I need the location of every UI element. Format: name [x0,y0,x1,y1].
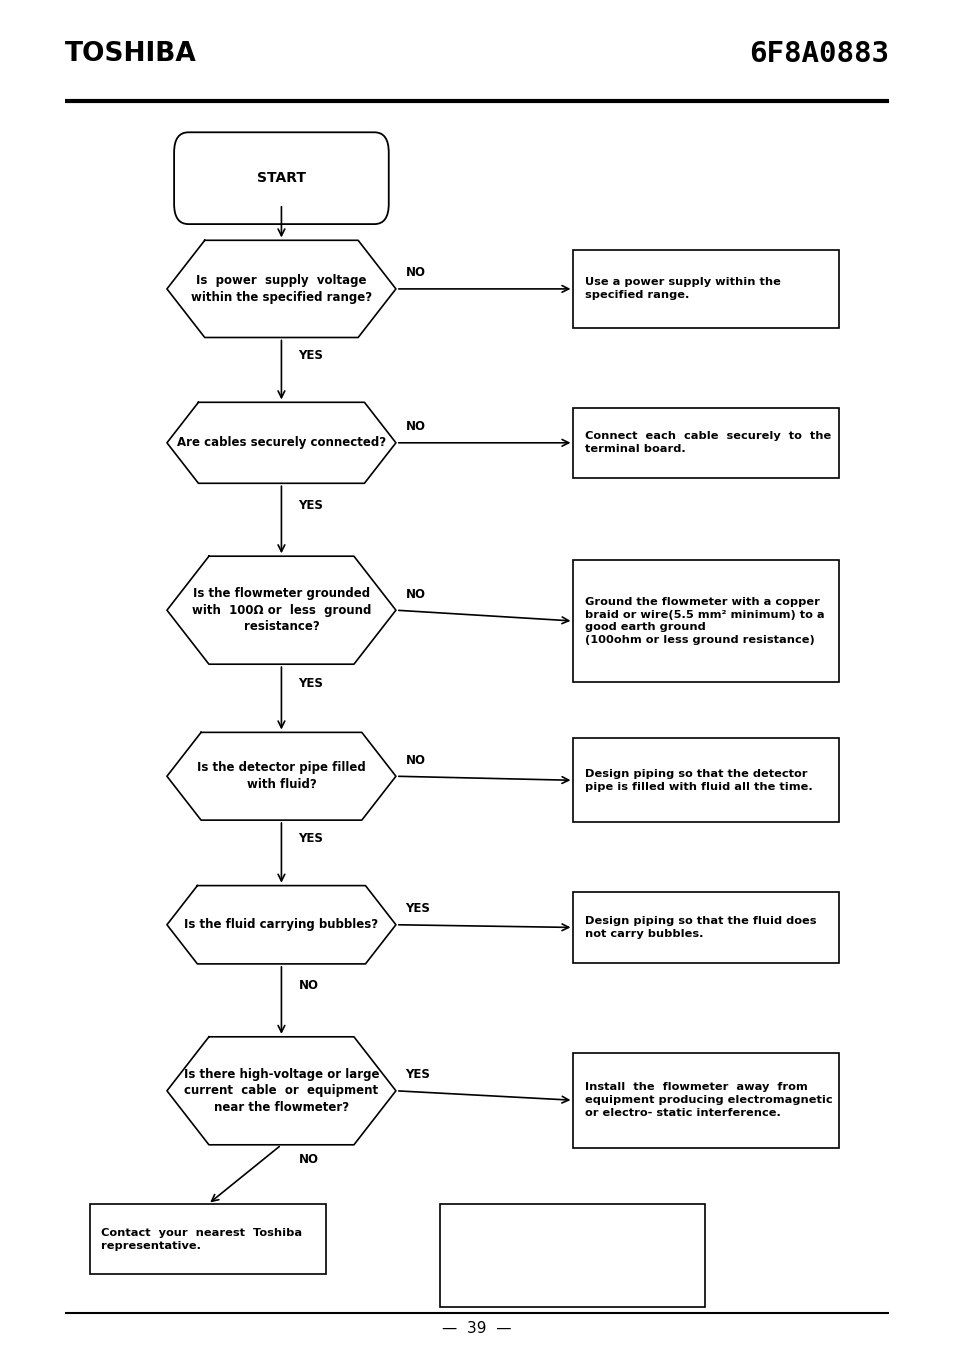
Text: Ground the flowmeter with a copper
braid or wire(5.5 mm² minimum) to a
good eart: Ground the flowmeter with a copper braid… [584,597,823,645]
Polygon shape [167,1037,395,1145]
Text: YES: YES [298,678,323,690]
Text: Is  power  supply  voltage
within the specified range?: Is power supply voltage within the speci… [191,274,372,304]
Bar [573,250,838,328]
Text: NO: NO [298,1153,318,1166]
Polygon shape [167,402,395,483]
Text: —  39  —: — 39 — [442,1320,511,1336]
Text: Are cables securely connected?: Are cables securely connected? [176,436,386,450]
Text: NO: NO [405,266,425,279]
Text: Connect  each  cable  securely  to  the
terminal board.: Connect each cable securely to the termi… [584,432,830,454]
Text: Is the fluid carrying bubbles?: Is the fluid carrying bubbles? [184,918,378,932]
Bar [573,560,838,682]
Text: Is there high-voltage or large
current  cable  or  equipment
near the flowmeter?: Is there high-voltage or large current c… [184,1068,378,1114]
FancyBboxPatch shape [173,132,389,224]
Text: NO: NO [405,753,425,767]
Bar [573,738,838,822]
Polygon shape [167,886,395,964]
Text: Contact  your  nearest  Toshiba
representative.: Contact your nearest Toshiba representat… [101,1228,302,1250]
Text: YES: YES [298,832,323,845]
Text: Design piping so that the fluid does
not carry bubbles.: Design piping so that the fluid does not… [584,917,816,938]
Bar [439,1204,704,1307]
Text: YES: YES [405,1068,430,1081]
Bar [573,892,838,963]
Polygon shape [167,240,395,338]
Text: Use a power supply within the
specified range.: Use a power supply within the specified … [584,278,780,300]
Text: Is the flowmeter grounded
with  100Ω or  less  ground
resistance?: Is the flowmeter grounded with 100Ω or l… [192,587,371,633]
Text: Is the detector pipe filled
with fluid?: Is the detector pipe filled with fluid? [197,761,365,791]
Text: NO: NO [298,979,318,992]
Text: NO: NO [405,420,425,433]
Text: YES: YES [298,348,323,362]
Text: YES: YES [405,902,430,915]
Text: 6F8A0883: 6F8A0883 [748,40,888,68]
Bar [573,408,838,478]
Polygon shape [167,732,395,821]
Text: YES: YES [298,498,323,512]
Text: Design piping so that the detector
pipe is filled with fluid all the time.: Design piping so that the detector pipe … [584,769,812,791]
Text: NO: NO [405,587,425,601]
Text: TOSHIBA: TOSHIBA [65,40,196,68]
Polygon shape [167,556,395,664]
Text: Install  the  flowmeter  away  from
equipment producing electromagnetic
or elect: Install the flowmeter away from equipmen… [584,1083,832,1118]
Text: START: START [256,171,306,185]
Bar [90,1204,326,1274]
Bar [573,1053,838,1148]
